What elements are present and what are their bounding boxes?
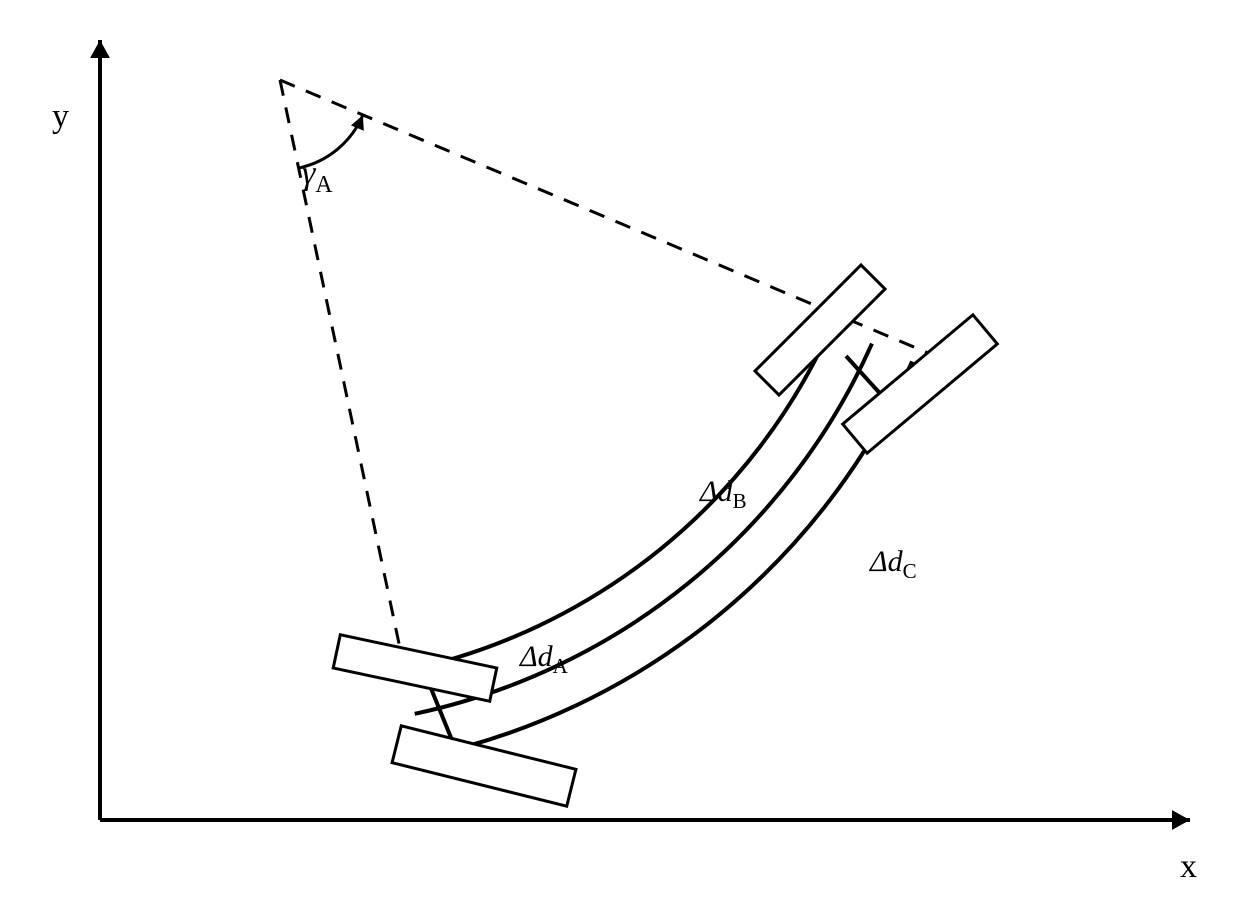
delta-d-a-label: ΔdA: [520, 640, 568, 679]
diagram-stage: x y γA ΔdA ΔdB ΔdC: [0, 0, 1240, 901]
wheel-front-outer: [843, 315, 998, 453]
delta-d-c-label: ΔdC: [870, 545, 917, 584]
angle-gamma-label: γA: [302, 155, 333, 199]
delta-d-b-label: ΔdB: [700, 475, 747, 514]
dashed-ray-left: [280, 80, 405, 672]
wheel-rear-outer: [392, 726, 576, 806]
arc-middle: [415, 344, 872, 714]
y-axis-label: y: [52, 98, 69, 136]
x-axis-label: x: [1180, 848, 1197, 886]
y-axis-arrow: [90, 40, 110, 58]
arc-outer: [424, 361, 912, 756]
wheel-rear-inner: [333, 635, 497, 702]
x-axis-arrow: [1172, 810, 1190, 830]
diagram-svg: [0, 0, 1240, 901]
